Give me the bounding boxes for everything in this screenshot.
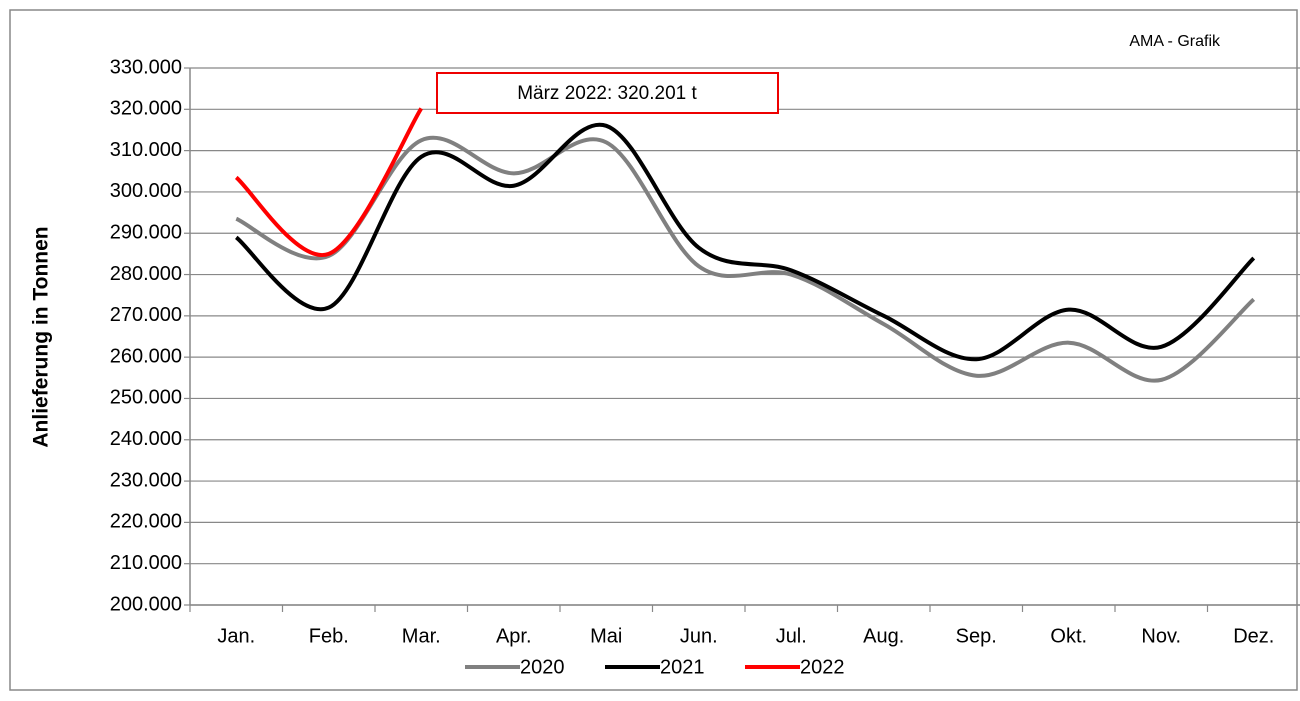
y-tick-label: 310.000 [110, 139, 182, 161]
y-tick-label: 220.000 [110, 511, 182, 533]
x-tick-label: Mar. [402, 625, 441, 647]
y-tick-label: 210.000 [110, 552, 182, 574]
y-tick-label: 200.000 [110, 593, 182, 615]
y-tick-label: 320.000 [110, 98, 182, 120]
x-tick-label: Sep. [956, 625, 997, 647]
source-label: AMA - Grafik [1129, 33, 1221, 50]
x-tick-label: Jan. [217, 625, 255, 647]
y-tick-label: 300.000 [110, 180, 182, 202]
legend-label: 2020 [520, 656, 565, 678]
series-line [234, 122, 1256, 362]
y-tick-label: 280.000 [110, 263, 182, 285]
y-tick-label: 290.000 [110, 222, 182, 244]
annotation: März 2022: 320.201 t [517, 83, 697, 104]
x-tick-label: Feb. [309, 625, 349, 647]
y-tick-label: 230.000 [110, 469, 182, 491]
series-line [235, 135, 1256, 383]
y-axis-label: Anlieferung in Tonnen [30, 226, 53, 447]
x-tick-label: Mai [590, 625, 622, 647]
y-tick-label: 240.000 [110, 428, 182, 450]
y-tick-label: 260.000 [110, 345, 182, 367]
x-tick-label: Aug. [863, 625, 904, 647]
x-tick-label: Jul. [776, 625, 807, 647]
legend-label: 2022 [800, 656, 845, 678]
x-tick-label: Dez. [1233, 625, 1274, 647]
x-tick-label: Okt. [1050, 625, 1087, 647]
annotation-box [436, 72, 779, 114]
chart-frame [9, 9, 1298, 691]
legend-label: 2021 [660, 656, 705, 678]
series-line [234, 107, 423, 258]
x-tick-label: Nov. [1141, 625, 1181, 647]
y-tick-label: 250.000 [110, 387, 182, 409]
y-tick-label: 270.000 [110, 304, 182, 326]
x-tick-label: Apr. [496, 625, 532, 647]
x-tick-label: Jun. [680, 625, 718, 647]
y-tick-label: 330.000 [110, 56, 182, 78]
